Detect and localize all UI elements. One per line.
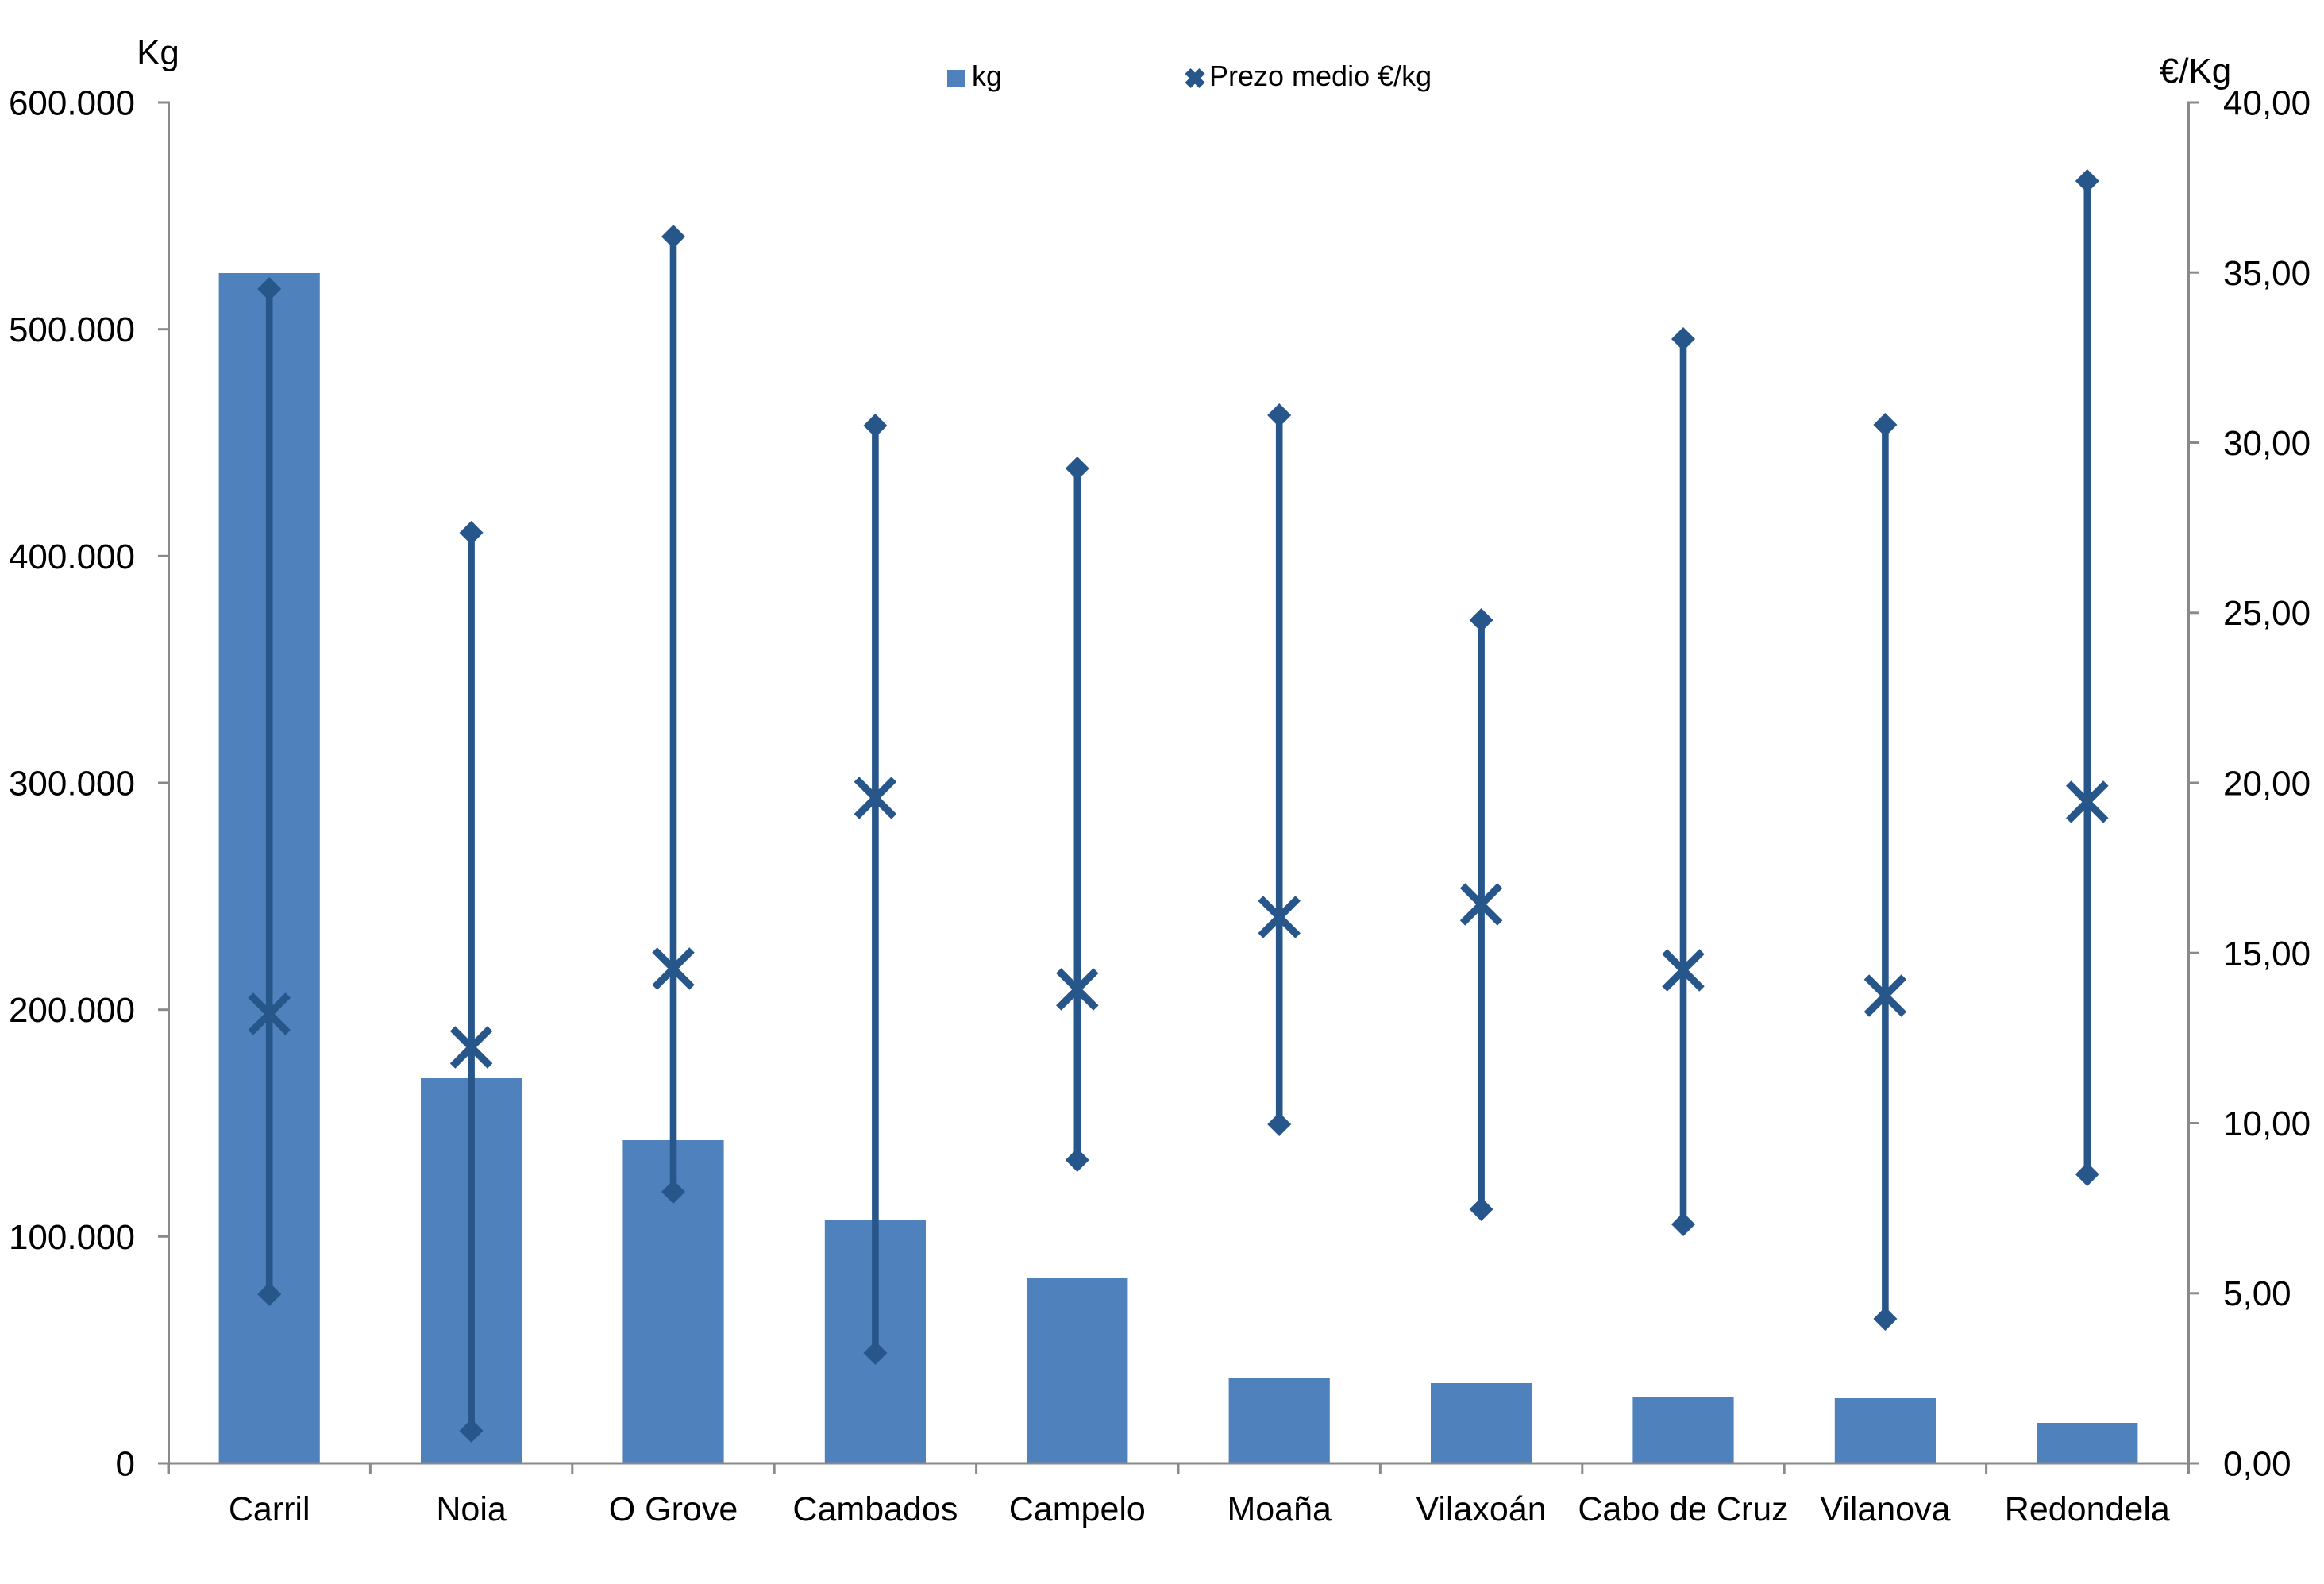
svg-text:100.000: 100.000	[9, 1218, 135, 1257]
svg-text:Prezo medio €/kg: Prezo medio €/kg	[1209, 60, 1432, 92]
svg-text:40,00: 40,00	[2223, 84, 2311, 123]
svg-text:35,00: 35,00	[2223, 254, 2311, 293]
svg-text:20,00: 20,00	[2223, 765, 2311, 804]
svg-text:400.000: 400.000	[9, 538, 135, 576]
svg-text:Redondela: Redondela	[2005, 1490, 2170, 1528]
svg-text:Cambados: Cambados	[792, 1490, 958, 1528]
svg-text:Moaña: Moaña	[1227, 1490, 1332, 1528]
svg-text:O Grove: O Grove	[609, 1490, 738, 1528]
svg-text:10,00: 10,00	[2223, 1104, 2311, 1143]
svg-text:30,00: 30,00	[2223, 424, 2311, 463]
svg-text:Noia: Noia	[436, 1490, 507, 1528]
svg-text:600.000: 600.000	[9, 84, 135, 123]
svg-text:15,00: 15,00	[2223, 935, 2311, 973]
svg-text:200.000: 200.000	[9, 991, 135, 1030]
svg-text:kg: kg	[972, 60, 1002, 92]
svg-text:€/Kg: €/Kg	[2160, 52, 2232, 91]
svg-text:0: 0	[116, 1445, 135, 1484]
svg-text:Kg: Kg	[137, 33, 179, 72]
svg-text:0,00: 0,00	[2223, 1445, 2291, 1484]
svg-text:5,00: 5,00	[2223, 1274, 2291, 1313]
svg-text:Campelo: Campelo	[1009, 1490, 1146, 1528]
svg-text:500.000: 500.000	[9, 310, 135, 349]
svg-text:Vilanova: Vilanova	[1820, 1490, 1950, 1528]
svg-text:25,00: 25,00	[2223, 594, 2311, 633]
svg-text:300.000: 300.000	[9, 765, 135, 804]
svg-text:Vilaxoán: Vilaxoán	[1416, 1490, 1547, 1528]
svg-text:Cabo de Cruz: Cabo de Cruz	[1578, 1490, 1788, 1528]
svg-text:Carril: Carril	[229, 1490, 310, 1528]
